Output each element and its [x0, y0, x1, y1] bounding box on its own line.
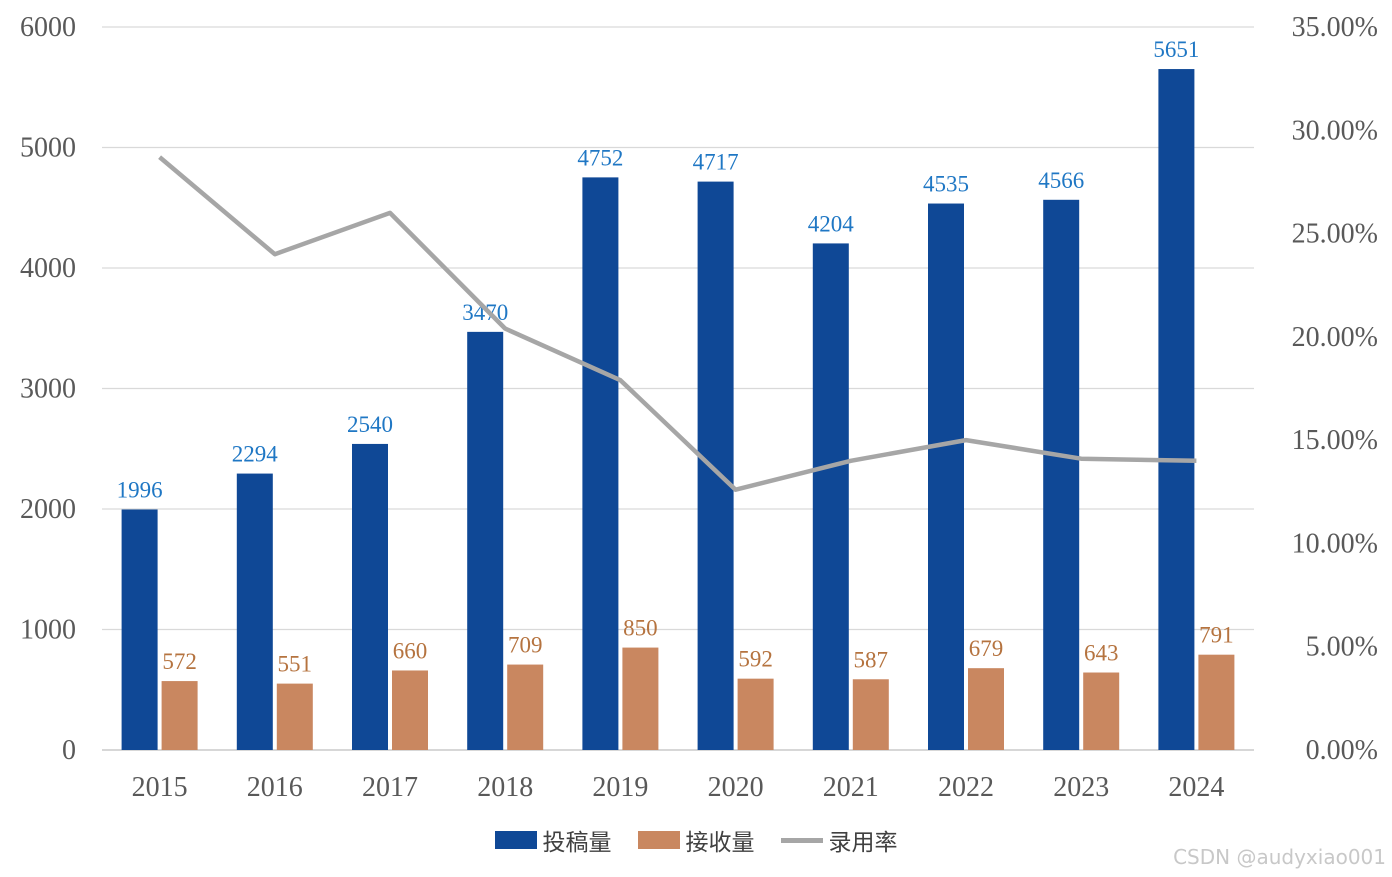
y2-tick-label: 35.00%: [1292, 12, 1378, 43]
x-tick-label: 2021: [823, 772, 879, 803]
y-tick-label: 0: [62, 735, 76, 766]
y-tick-label: 4000: [20, 253, 76, 284]
bar-accepted: [968, 668, 1004, 750]
rate-line: [158, 155, 1197, 492]
x-axis-ticks: 2015 2016 2017 2018 2019 2020 2021 2022 2023 2024: [132, 772, 1225, 803]
data-label-accepted: 660: [393, 638, 428, 663]
bar-submissions: [582, 177, 619, 750]
legend-item-accepted: 接收量: [637, 823, 755, 857]
data-label-accepted: 592: [738, 647, 773, 672]
bar-submissions: [697, 181, 734, 750]
rate-line-path: [158, 155, 1197, 492]
right-axis-ticks: 0.00% 5.00% 10.00% 15.00% 20.00% 25.00% 30.00%…: [1292, 12, 1378, 766]
bar-accepted: [276, 683, 313, 750]
legend-item-submissions: 投稿量: [494, 823, 612, 857]
data-label-accepted: 643: [1084, 641, 1119, 666]
legend-swatch-accepted: [637, 831, 680, 849]
legend-item-rate: 录用率: [780, 823, 898, 857]
bar-submissions: [352, 443, 388, 750]
gridlines: [102, 26, 1254, 751]
data-label-submissions: 1996: [117, 477, 163, 502]
y2-tick-label: 30.00%: [1292, 115, 1378, 146]
bar-submissions: [928, 203, 964, 751]
x-tick-label: 2015: [132, 772, 188, 803]
data-label-submissions: 4717: [693, 150, 739, 175]
x-tick-label: 2020: [708, 772, 764, 803]
x-tick-label: 2018: [477, 772, 533, 803]
bar-submissions: [1158, 69, 1195, 750]
bar-submissions: [467, 331, 504, 750]
data-label-accepted: 850: [623, 616, 658, 641]
y2-tick-label: 15.00%: [1292, 425, 1378, 456]
bar-accepted: [1198, 654, 1235, 750]
bar-accepted: [622, 647, 659, 750]
bar-submissions: [1043, 199, 1080, 750]
x-tick-label: 2019: [592, 772, 648, 803]
data-label-accepted: 709: [508, 633, 543, 658]
legend: 投稿量 接收量 录用率: [0, 820, 1392, 860]
data-label-accepted: 572: [162, 649, 197, 674]
data-label-accepted: 679: [969, 636, 1004, 661]
y2-tick-label: 20.00%: [1292, 322, 1378, 353]
x-tick-label: 2016: [247, 772, 303, 803]
bar-accepted: [852, 679, 889, 750]
data-label-submissions: 5651: [1153, 37, 1199, 62]
data-label-accepted: 791: [1199, 623, 1234, 648]
data-label-submissions: 4752: [577, 145, 623, 170]
y-tick-label: 3000: [20, 374, 76, 405]
bar-submissions: [121, 509, 158, 750]
data-label-submissions: 4204: [808, 211, 855, 236]
watermark: CSDN @audyxiao001: [1173, 845, 1386, 869]
y-tick-label: 1000: [20, 615, 76, 646]
bars: 1996 572 2294 551 2540 660 3470 709 4752 850 4717 5…: [117, 37, 1235, 751]
y2-tick-label: 25.00%: [1292, 219, 1378, 250]
bar-accepted: [1083, 672, 1120, 750]
x-tick-label: 2017: [362, 772, 418, 803]
y-tick-label: 6000: [20, 12, 76, 43]
legend-label-accepted: 接收量: [685, 830, 755, 856]
data-label-accepted: 551: [278, 652, 313, 677]
y-tick-label: 5000: [20, 133, 76, 164]
bar-accepted: [737, 678, 774, 750]
bar-submissions: [812, 243, 849, 750]
data-label-submissions: 2294: [232, 442, 279, 467]
combo-chart: 0 1000 2000 3000 4000 5000 6000 0.00% 5.00% 10.0…: [20, 12, 1378, 803]
y2-tick-label: 10.00%: [1292, 528, 1378, 559]
legend-swatch-rate: [780, 837, 823, 843]
bar-submissions: [236, 473, 273, 750]
legend-swatch-submissions: [494, 831, 537, 849]
y2-tick-label: 5.00%: [1306, 632, 1378, 663]
x-tick-label: 2024: [1168, 772, 1224, 803]
legend-label-rate: 录用率: [828, 830, 898, 856]
bar-accepted: [507, 664, 544, 750]
legend-label-submissions: 投稿量: [542, 830, 612, 856]
data-label-accepted: 587: [854, 647, 889, 672]
y-tick-label: 2000: [20, 494, 76, 525]
data-label-submissions: 4535: [923, 172, 969, 197]
left-axis-ticks: 0 1000 2000 3000 4000 5000 6000: [20, 12, 76, 766]
data-label-submissions: 2540: [347, 412, 393, 437]
x-tick-label: 2022: [938, 772, 994, 803]
bar-accepted: [392, 670, 428, 750]
data-label-submissions: 4566: [1038, 168, 1084, 193]
y2-tick-label: 0.00%: [1306, 735, 1378, 766]
x-tick-label: 2023: [1053, 772, 1109, 803]
bar-accepted: [161, 681, 198, 750]
data-label-submissions: 3470: [462, 300, 508, 325]
